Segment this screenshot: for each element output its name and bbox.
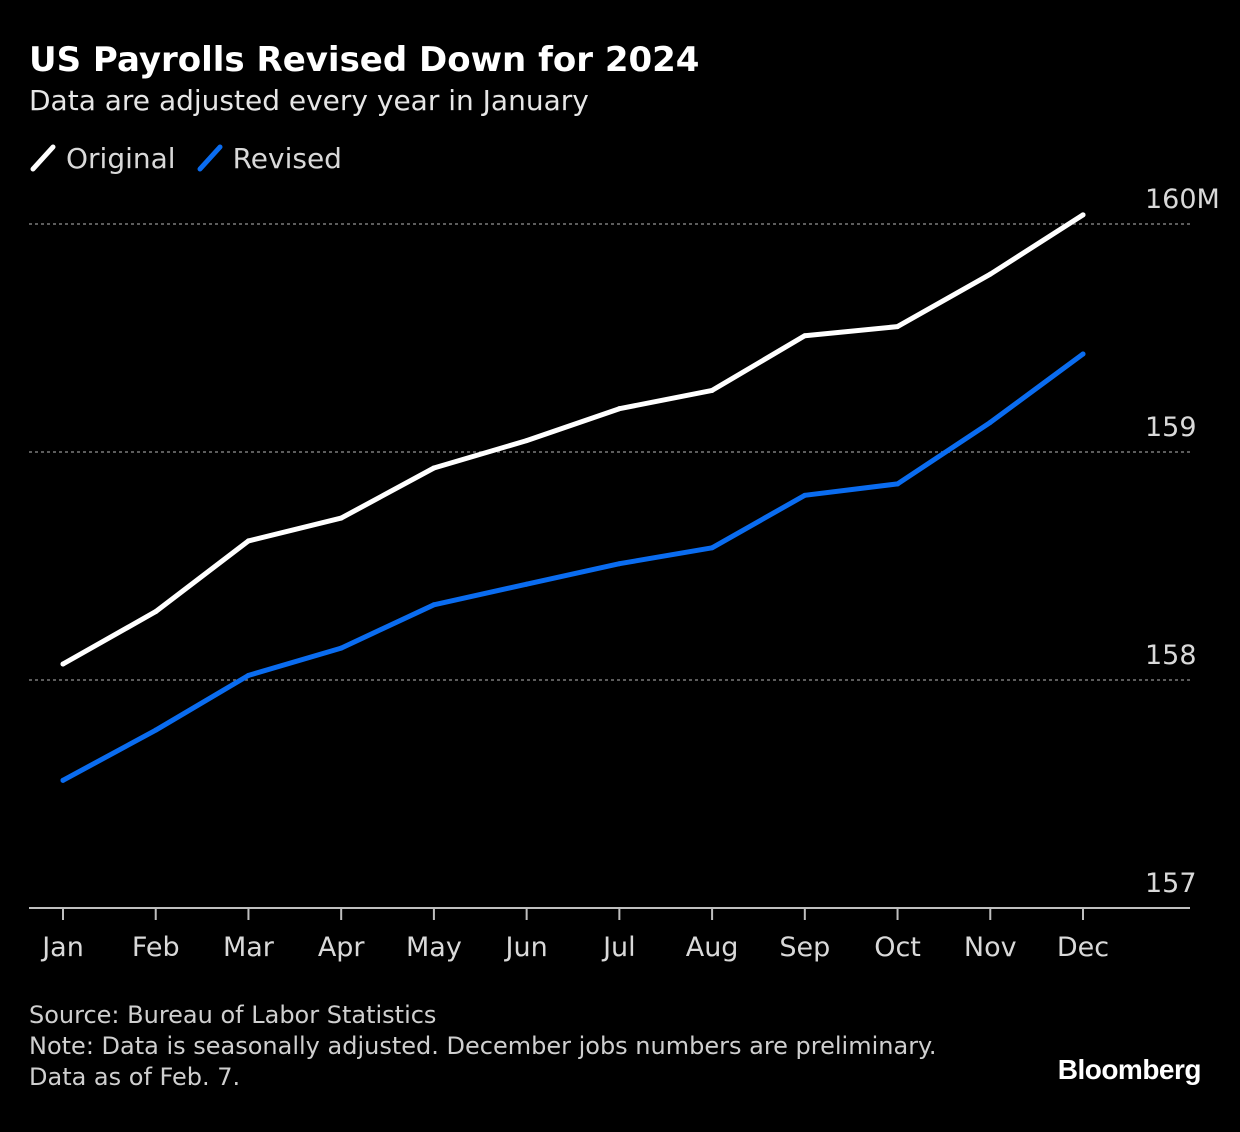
chart-title: US Payrolls Revised Down for 2024 <box>29 40 700 80</box>
source-note: Source: Bureau of Labor Statistics <box>29 1001 437 1029</box>
data-point-original <box>895 324 901 330</box>
x-tick-label: Nov <box>964 932 1017 963</box>
data-point-original <box>60 661 66 667</box>
x-tick-label: Sep <box>779 932 830 963</box>
data-point-revised <box>431 602 437 608</box>
legend-swatch-original <box>30 144 56 172</box>
x-tick-label: Feb <box>132 932 180 963</box>
legend-swatch-revised <box>197 144 223 172</box>
data-point-original <box>153 609 159 615</box>
y-tick-label: 158 <box>1145 640 1197 671</box>
y-tick-label: 160M <box>1145 184 1220 215</box>
x-tick-label: Aug <box>686 932 739 963</box>
data-point-original <box>802 333 808 339</box>
legend-line-revised <box>197 144 223 172</box>
x-tick-label: Apr <box>318 932 366 963</box>
data-point-original <box>987 271 993 277</box>
legend-item-revised: Revised <box>196 142 342 175</box>
data-point-revised <box>524 581 530 587</box>
chart-subtitle: Data are adjusted every year in January <box>29 84 589 117</box>
data-point-revised <box>1080 351 1086 357</box>
series-line-original <box>60 212 1086 667</box>
data-note: Note: Data is seasonally adjusted. Decem… <box>29 1032 937 1060</box>
data-point-revised <box>245 672 251 678</box>
data-point-original <box>338 515 344 521</box>
x-tick-label: Jun <box>504 932 548 963</box>
bloomberg-logo: Bloomberg <box>1057 1054 1202 1085</box>
data-point-revised <box>987 419 993 425</box>
x-tick-label: Dec <box>1057 932 1109 963</box>
data-point-original <box>524 438 530 444</box>
data-point-revised <box>153 727 159 733</box>
legend-label-original: Original <box>66 141 176 175</box>
y-tick-label: 159 <box>1145 412 1197 443</box>
y-tick-label: 157 <box>1145 868 1197 899</box>
data-point-revised <box>895 481 901 487</box>
data-point-original <box>245 538 251 544</box>
data-point-revised <box>60 777 66 783</box>
data-point-revised <box>338 645 344 651</box>
x-tick-label: May <box>406 932 462 963</box>
x-tick-label: Jul <box>601 932 636 963</box>
data-as-of-note: Data as of Feb. 7. <box>29 1063 241 1091</box>
data-point-original <box>709 387 715 393</box>
data-point-revised <box>709 545 715 551</box>
chart-footer: Source: Bureau of Labor Statistics Note:… <box>29 1000 936 1093</box>
series-line-revised <box>60 351 1086 783</box>
data-point-revised <box>616 561 622 567</box>
data-point-revised <box>802 492 808 498</box>
legend-item-original: Original <box>29 142 176 175</box>
legend-line-original <box>30 144 56 172</box>
data-point-original <box>431 465 437 471</box>
legend-label-revised: Revised <box>232 141 342 175</box>
x-tick-label: Oct <box>874 932 921 963</box>
data-point-original <box>616 406 622 412</box>
data-point-original <box>1080 212 1086 218</box>
x-tick-label: Jan <box>40 932 84 963</box>
x-tick-label: Mar <box>223 932 275 963</box>
chart-legend: Original Revised <box>29 140 362 176</box>
